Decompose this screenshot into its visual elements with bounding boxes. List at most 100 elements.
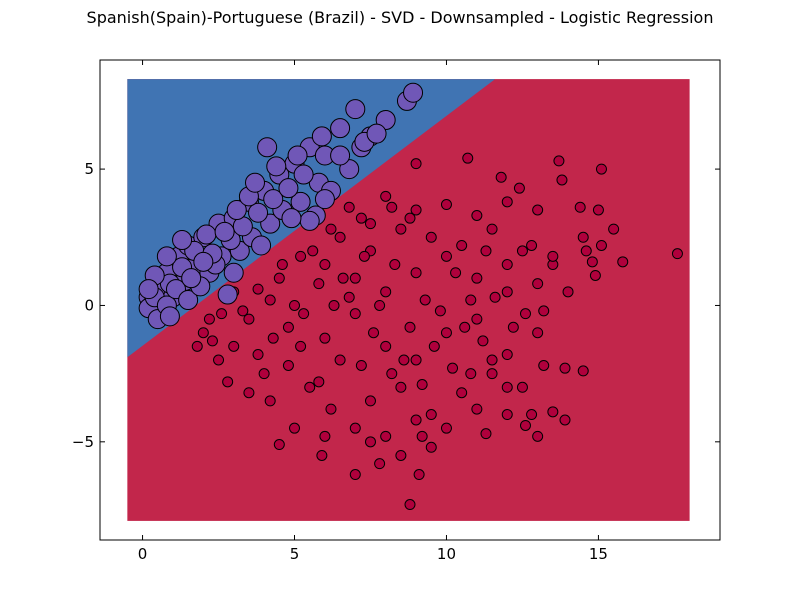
point-red <box>349 469 361 481</box>
point-red <box>389 259 401 271</box>
point-red <box>295 250 307 262</box>
point-red <box>316 449 328 461</box>
point-red <box>501 409 513 421</box>
point-red <box>319 430 331 442</box>
point-red <box>273 272 285 284</box>
point-purple <box>172 230 193 250</box>
point-red <box>313 278 325 290</box>
point-purple <box>214 221 235 242</box>
point-red <box>343 291 355 303</box>
point-red <box>374 299 386 311</box>
point-red <box>304 381 316 393</box>
point-red <box>380 430 392 442</box>
point-red <box>228 340 240 352</box>
point-red <box>398 354 410 366</box>
point-red <box>671 248 683 260</box>
point-red <box>586 256 598 268</box>
point-red <box>368 327 380 339</box>
y-tick-label: 0 <box>84 296 94 314</box>
point-purple <box>193 251 214 272</box>
point-red <box>358 250 370 262</box>
point-red <box>307 245 319 257</box>
point-red <box>608 223 620 235</box>
point-red <box>395 381 407 393</box>
point-red <box>462 152 474 164</box>
point-purple <box>245 172 265 193</box>
point-red <box>395 449 407 461</box>
point-red <box>495 171 507 183</box>
point-red <box>395 223 407 235</box>
point-red <box>216 308 228 320</box>
point-purple <box>266 156 287 177</box>
point-purple <box>330 145 351 166</box>
point-purple <box>330 118 351 139</box>
point-red <box>343 201 355 213</box>
point-red <box>434 305 446 317</box>
point-red <box>410 267 422 279</box>
point-red <box>328 299 340 311</box>
point-red <box>501 349 513 361</box>
point-red <box>577 365 589 377</box>
point-red <box>547 250 559 262</box>
point-red <box>386 201 398 213</box>
x-tick-label: 5 <box>290 545 300 563</box>
point-purple <box>159 306 180 327</box>
point-red <box>237 305 249 317</box>
point-red <box>386 368 398 380</box>
point-red <box>295 340 307 352</box>
point-red <box>337 272 349 284</box>
point-red <box>374 458 386 470</box>
point-red <box>243 313 255 325</box>
point-red <box>404 499 416 511</box>
point-purple <box>345 99 366 120</box>
point-red <box>501 259 513 271</box>
point-purple <box>314 189 335 210</box>
point-red <box>507 321 519 333</box>
point-purple <box>403 82 424 103</box>
point-red <box>480 245 492 257</box>
point-red <box>425 409 437 421</box>
point-red <box>486 354 498 366</box>
point-red <box>447 362 459 374</box>
point-red <box>419 294 431 306</box>
point-red <box>380 286 392 298</box>
point-red <box>410 414 422 426</box>
point-red <box>471 403 483 415</box>
point-red <box>425 231 437 243</box>
point-purple <box>366 123 387 144</box>
point-red <box>243 387 255 399</box>
point-red <box>553 155 565 167</box>
point-red <box>349 272 361 284</box>
point-red <box>410 204 422 216</box>
point-red <box>532 278 544 290</box>
point-purple <box>281 208 302 229</box>
point-red <box>410 158 422 170</box>
point-red <box>562 286 574 298</box>
point-red <box>416 430 428 442</box>
point-red <box>477 335 489 347</box>
point-red <box>617 256 629 268</box>
point-red <box>413 469 425 481</box>
point-red <box>471 209 483 221</box>
point-red <box>538 359 550 371</box>
point-purple <box>248 202 269 223</box>
point-red <box>516 381 528 393</box>
point-red <box>325 223 337 235</box>
point-purple <box>278 178 299 199</box>
point-red <box>203 313 215 325</box>
point-red <box>486 223 498 235</box>
point-red <box>489 291 501 303</box>
point-red <box>589 269 601 281</box>
point-red <box>313 376 325 388</box>
point-red <box>501 196 513 208</box>
point-red <box>471 313 483 325</box>
point-red <box>519 308 531 320</box>
point-red <box>532 430 544 442</box>
point-red <box>440 199 452 211</box>
point-red <box>556 174 568 186</box>
decision-regions <box>127 79 690 521</box>
point-red <box>325 403 337 415</box>
point-red <box>547 406 559 418</box>
x-tick-label: 15 <box>589 545 608 563</box>
